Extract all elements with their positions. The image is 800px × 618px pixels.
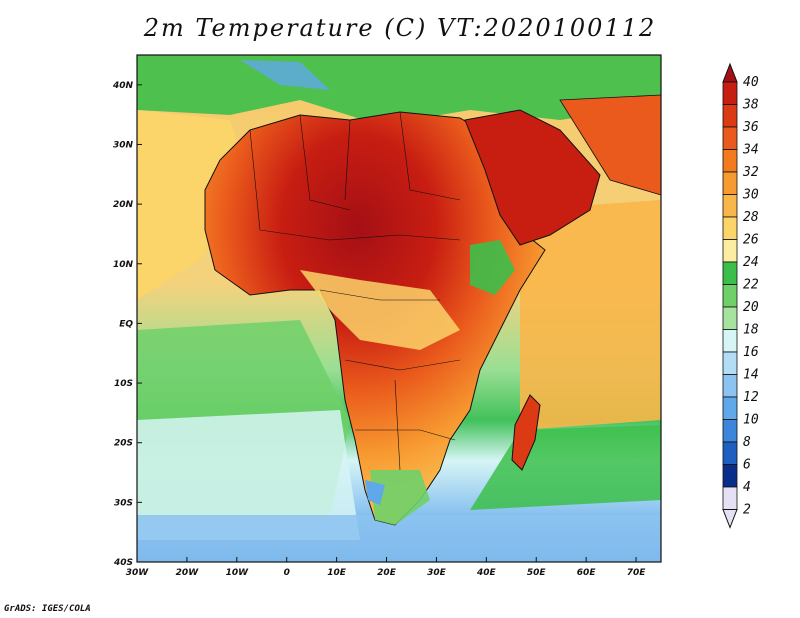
lon-tick-label: 30W	[126, 568, 150, 578]
colorbar-swatch	[722, 261, 738, 285]
lat-tick-label: EQ	[119, 319, 133, 329]
lon-tick-label: 70E	[627, 568, 647, 578]
colorbar-label: 2	[743, 503, 751, 518]
lat-tick-label: 30N	[113, 140, 134, 150]
colorbar-swatch	[722, 239, 738, 263]
cape-cool-patch	[365, 480, 385, 505]
colorbar-label: 16	[743, 345, 759, 360]
colorbar-label: 24	[743, 255, 759, 270]
colorbar-swatch	[722, 396, 738, 420]
colorbar-swatch	[722, 216, 738, 240]
arabia-landmass	[464, 109, 601, 246]
colorbar-label: 20	[743, 300, 759, 315]
colorbar-swatch	[722, 171, 738, 195]
atlantic-warm-region	[137, 110, 250, 300]
colorbar-label: 40	[743, 75, 759, 90]
plot-frame	[136, 54, 662, 563]
longitude-axis: 30W 20W 10W 0 10E 20E 30E 40E 50E 60E 70E	[126, 557, 646, 578]
colorbar-swatch	[722, 81, 738, 105]
colorbar-label: 30	[742, 188, 759, 203]
lon-tick-label: 60E	[577, 568, 597, 578]
lat-tick-label: 30S	[114, 498, 133, 508]
plot-area	[137, 55, 662, 562]
southern-ocean	[137, 515, 661, 562]
colorbar-label: 14	[743, 368, 759, 383]
colorbar-swatch	[722, 419, 738, 443]
lat-tick-label: 10N	[113, 260, 134, 270]
colorbar-label: 18	[743, 323, 759, 338]
south-atlantic-cool	[137, 410, 360, 540]
lon-tick-label: 20E	[377, 568, 397, 578]
country-borders	[249, 111, 461, 471]
colorbar-label: 36	[742, 120, 759, 135]
lat-tick-label: 20S	[114, 439, 133, 449]
colorbar-swatch	[722, 194, 738, 218]
colorbar-swatch	[722, 329, 738, 353]
colorbar-label: 6	[743, 458, 751, 473]
indian-ocean-region	[520, 200, 661, 430]
colorbar-label: 22	[743, 278, 759, 293]
colorbar-label: 32	[742, 165, 759, 180]
colorbar-swatch	[722, 126, 738, 150]
south-africa-cool	[370, 470, 430, 525]
colorbar-swatch	[722, 464, 738, 488]
colorbar-swatch	[722, 149, 738, 173]
grads-credit: GrADS: IGES/COLA	[4, 604, 91, 614]
colorbar-swatch	[722, 284, 738, 308]
colorbar-swatch	[722, 104, 738, 128]
colorbar-label: 34	[742, 143, 759, 158]
colorbar-label: 10	[743, 413, 759, 428]
colorbar-label: 4	[743, 480, 751, 495]
colorbar-swatch	[722, 486, 738, 510]
lon-tick-label: 10W	[226, 568, 250, 578]
lon-tick-label: 20W	[176, 568, 200, 578]
map-title: 2m Temperature (C) VT:2020100112	[143, 14, 657, 42]
iran-landmass	[559, 94, 662, 196]
colorbar-swatch	[722, 351, 738, 375]
lon-tick-label: 0	[284, 568, 290, 578]
colorbar-swatch	[722, 374, 738, 398]
lon-tick-label: 10E	[327, 568, 347, 578]
colorbar: 40 38 36 34 32 30 28 26 24 22 20 18 16 14 12 10 8 6 4 2	[722, 62, 759, 529]
colorbar-max-triangle	[722, 62, 738, 83]
colorbar-label: 12	[743, 390, 759, 405]
latitude-axis: 40N 30N 20N 10N EQ 10S 20S 30S 40S	[112, 81, 142, 568]
lon-tick-label: 50E	[527, 568, 547, 578]
lat-tick-label: 40S	[113, 558, 133, 568]
lon-tick-label: 30E	[427, 568, 447, 578]
lat-tick-label: 20N	[113, 200, 134, 210]
central-africa-moderate	[300, 270, 460, 350]
europe-cool-patch	[240, 60, 330, 90]
colorbar-label: 26	[743, 233, 759, 248]
lon-tick-label: 40E	[476, 568, 497, 578]
colorbar-min-triangle	[722, 509, 738, 529]
colorbar-label: 28	[743, 210, 759, 225]
ethiopian-highlands	[470, 240, 515, 295]
lat-tick-label: 40N	[112, 81, 134, 91]
colorbar-label: 38	[742, 98, 759, 113]
colorbar-label: 8	[743, 435, 751, 450]
madagascar-landmass	[511, 394, 541, 471]
colorbar-swatch	[722, 306, 738, 330]
lat-tick-label: 10S	[114, 379, 133, 389]
colorbar-swatch	[722, 441, 738, 465]
